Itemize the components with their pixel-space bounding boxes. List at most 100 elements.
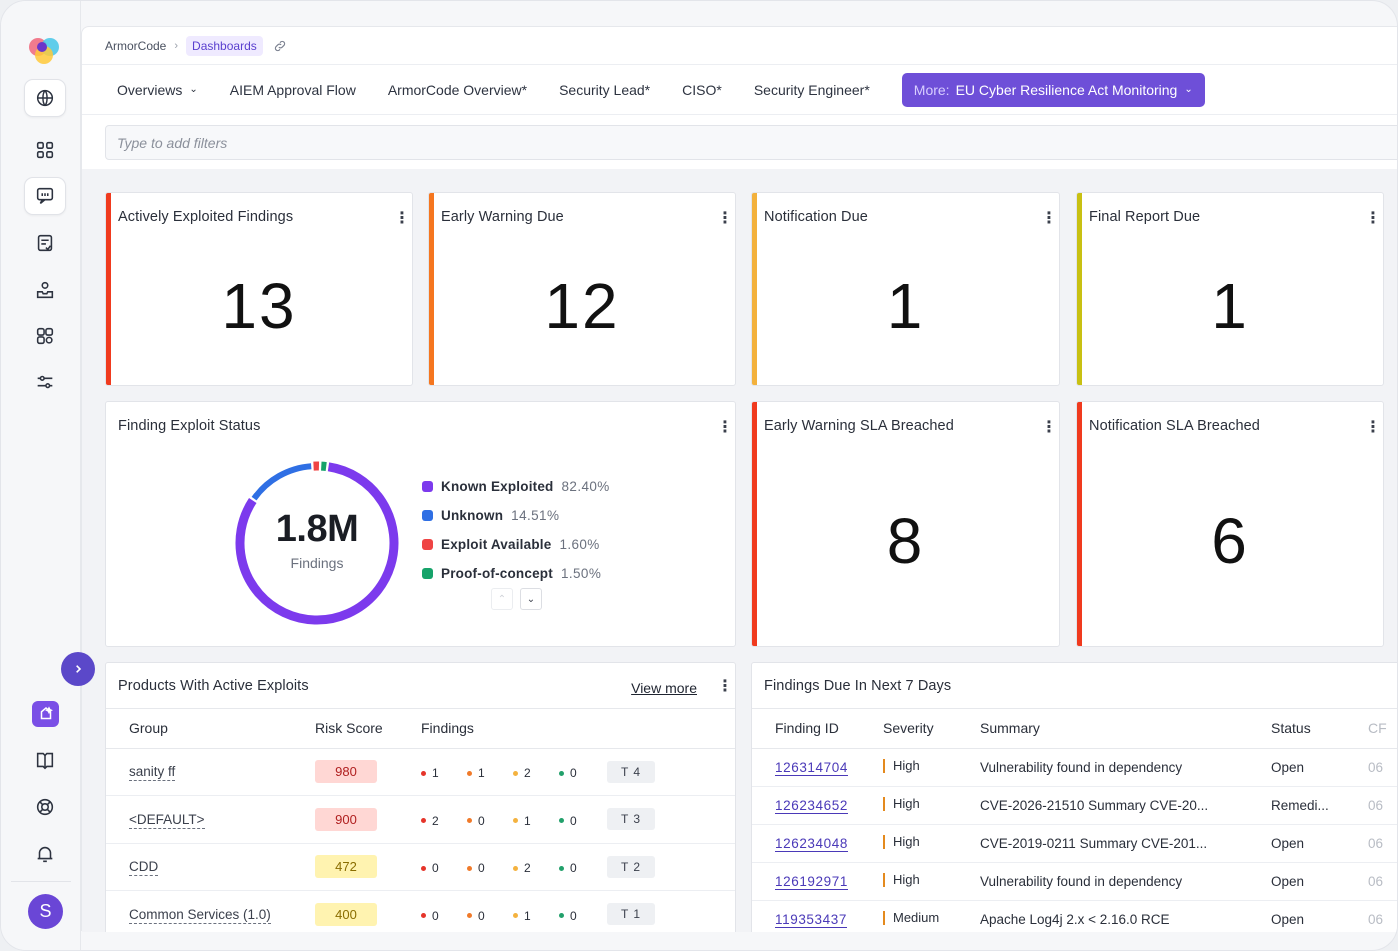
tab-more-dropdown[interactable]: More: EU Cyber Resilience Act Monitoring… bbox=[901, 72, 1205, 107]
sliders-icon[interactable] bbox=[24, 363, 66, 401]
kebab-icon[interactable]: ⋮ bbox=[1365, 419, 1381, 436]
kpi-card-notification-due[interactable]: Notification Due ⋮ 1 bbox=[751, 192, 1060, 386]
severity-count: 0 bbox=[559, 909, 605, 923]
legend-item[interactable]: Exploit Available 1.60% bbox=[422, 530, 610, 559]
kpi-card-actively-exploited[interactable]: Actively Exploited Findings ⋮ 13 bbox=[105, 192, 413, 386]
bell-icon[interactable] bbox=[24, 835, 66, 873]
severity-label: High bbox=[883, 872, 920, 887]
legend-item[interactable]: Known Exploited 82.40% bbox=[422, 472, 610, 501]
donut-slice-unknown[interactable] bbox=[251, 463, 312, 501]
table-row[interactable]: 126234652 High CVE-2026-21510 Summary CVE-… bbox=[752, 786, 1397, 825]
table-row[interactable]: Common Services (1.0) 400 0 0 1 0 T 1 bbox=[106, 890, 735, 932]
column-header[interactable]: Status bbox=[1248, 709, 1345, 749]
link-icon[interactable] bbox=[273, 39, 287, 53]
main-area: ArmorCode › Dashboards Overviews ⌄ AIEM A… bbox=[81, 26, 1397, 932]
severity-count-value: 0 bbox=[570, 766, 577, 781]
severity-count: 0 bbox=[421, 861, 467, 875]
table-row[interactable]: 126234048 High CVE-2019-0211 Summary CVE-2… bbox=[752, 824, 1397, 863]
tab-armorcode-overview[interactable]: ArmorCode Overview* bbox=[387, 81, 528, 98]
kebab-icon[interactable]: ⋮ bbox=[394, 210, 410, 227]
severity-count-value: 0 bbox=[570, 861, 577, 876]
severity-cell: Medium bbox=[860, 900, 957, 932]
column-header[interactable]: Finding ID bbox=[752, 709, 860, 749]
globe-icon[interactable] bbox=[24, 79, 66, 117]
column-header[interactable]: Findings bbox=[398, 709, 735, 749]
avatar[interactable]: S bbox=[28, 894, 63, 929]
severity-bar bbox=[883, 834, 885, 849]
kpi-title: Early Warning SLA Breached bbox=[764, 418, 954, 434]
breadcrumb-current[interactable]: Dashboards bbox=[186, 35, 263, 56]
grid-icon[interactable] bbox=[24, 131, 66, 169]
group-link[interactable]: Common Services (1.0) bbox=[129, 906, 271, 924]
finding-id-link[interactable]: 126314704 bbox=[775, 759, 848, 776]
finding-exploit-status-card: Finding Exploit Status ⋮ 1.8M Findings K… bbox=[105, 401, 736, 647]
donut-slice-known-exploited[interactable] bbox=[235, 462, 399, 625]
column-header[interactable]: CF bbox=[1345, 709, 1397, 749]
group-cell: sanity ff bbox=[106, 748, 292, 796]
checklist-icon[interactable] bbox=[24, 224, 66, 262]
severity-dot bbox=[421, 913, 426, 919]
legend-item[interactable]: Proof-of-concept 1.50% bbox=[422, 559, 610, 588]
score-cell: 400 bbox=[292, 890, 398, 932]
finding-id-link[interactable]: 126234048 bbox=[775, 835, 848, 852]
view-more-link[interactable]: View more bbox=[631, 680, 697, 696]
findings-cell: 1 1 2 0 T 4 bbox=[398, 748, 735, 796]
donut-center: 1.8M Findings bbox=[234, 460, 400, 626]
kpi-card-early-warning-due[interactable]: Early Warning Due ⋮ 12 bbox=[428, 192, 736, 386]
kebab-icon[interactable]: ⋮ bbox=[717, 419, 733, 436]
group-cell: <DEFAULT> bbox=[106, 795, 292, 844]
lifebuoy-icon[interactable] bbox=[24, 788, 66, 826]
kpi-card-final-report-due[interactable]: Final Report Due ⋮ 1 bbox=[1076, 192, 1384, 386]
group-link[interactable]: CDD bbox=[129, 859, 159, 877]
filter-placeholder: Type to add filters bbox=[117, 134, 228, 151]
legend-item[interactable]: Unknown 14.51% bbox=[422, 501, 610, 530]
column-header[interactable]: Summary bbox=[957, 709, 1248, 749]
finding-id-link[interactable]: 126234652 bbox=[775, 797, 848, 814]
tab-ciso[interactable]: CISO* bbox=[682, 81, 722, 98]
products-table: Group Risk Score Findings sanity ff 980 1 1… bbox=[106, 709, 735, 932]
filter-input[interactable]: Type to add filters bbox=[105, 125, 1397, 160]
tab-security-engineer[interactable]: Security Engineer* bbox=[753, 81, 870, 98]
table-row[interactable]: 126192971 High Vulnerability found in depe… bbox=[752, 862, 1397, 901]
scan-icon[interactable] bbox=[24, 317, 66, 355]
chat-icon[interactable] bbox=[24, 177, 66, 215]
extra-cell: 06 bbox=[1345, 786, 1397, 825]
kebab-icon[interactable]: ⋮ bbox=[717, 678, 733, 695]
kebab-icon[interactable]: ⋮ bbox=[1365, 210, 1381, 227]
kebab-icon[interactable]: ⋮ bbox=[1041, 210, 1057, 227]
breadcrumb-root[interactable]: ArmorCode bbox=[105, 38, 167, 53]
summary-cell: CVE-2019-0211 Summary CVE-201... bbox=[957, 824, 1248, 863]
expand-sidebar-button[interactable] bbox=[61, 652, 95, 686]
inbox-person-icon[interactable] bbox=[24, 271, 66, 309]
column-header[interactable]: Severity bbox=[860, 709, 957, 749]
legend-next-button[interactable]: ⌄ bbox=[520, 588, 542, 610]
column-header[interactable]: Group bbox=[106, 709, 292, 749]
score-cell: 472 bbox=[292, 843, 398, 891]
finding-id-link[interactable]: 126192971 bbox=[775, 873, 848, 890]
status-cell: Open bbox=[1248, 824, 1345, 863]
column-header[interactable]: Risk Score bbox=[292, 709, 398, 749]
table-row[interactable]: 119353437 Medium Apache Log4j 2.x < 2.16.0… bbox=[752, 900, 1397, 932]
kpi-card-early-warning-sla-breached[interactable]: Early Warning SLA Breached ⋮ 8 bbox=[751, 401, 1060, 647]
kpi-card-notification-sla-breached[interactable]: Notification SLA Breached ⋮ 6 bbox=[1076, 401, 1384, 647]
finding-id-link[interactable]: 119353437 bbox=[775, 911, 847, 928]
tab-security-lead[interactable]: Security Lead* bbox=[559, 81, 651, 98]
table-row[interactable]: CDD 472 0 0 2 0 T 2 bbox=[106, 843, 735, 891]
legend-prev-button[interactable]: ⌃ bbox=[491, 588, 513, 610]
table-row[interactable]: sanity ff 980 1 1 2 0 T 4 bbox=[106, 748, 735, 796]
severity-count: 0 bbox=[467, 814, 513, 828]
sparkle-icon[interactable] bbox=[32, 701, 59, 727]
kebab-icon[interactable]: ⋮ bbox=[717, 210, 733, 227]
group-link[interactable]: sanity ff bbox=[129, 764, 176, 782]
legend-percent: 1.60% bbox=[559, 537, 600, 552]
kebab-icon[interactable]: ⋮ bbox=[1041, 419, 1057, 436]
group-link[interactable]: <DEFAULT> bbox=[129, 811, 205, 829]
table-row[interactable]: 126314704 High Vulnerability found in depe… bbox=[752, 748, 1397, 787]
legend-label: Known Exploited bbox=[441, 479, 554, 494]
book-icon[interactable] bbox=[24, 741, 66, 779]
panel-header: Products With Active Exploits View more … bbox=[106, 663, 735, 709]
logo-icon[interactable] bbox=[29, 33, 63, 64]
table-row[interactable]: <DEFAULT> 900 2 0 1 0 T 3 bbox=[106, 795, 735, 844]
tab-aiem-approval-flow[interactable]: AIEM Approval Flow bbox=[229, 81, 356, 98]
tab-overviews[interactable]: Overviews ⌄ bbox=[117, 82, 198, 98]
